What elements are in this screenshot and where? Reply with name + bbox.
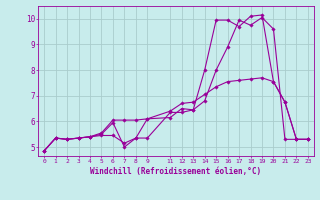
X-axis label: Windchill (Refroidissement éolien,°C): Windchill (Refroidissement éolien,°C) (91, 167, 261, 176)
